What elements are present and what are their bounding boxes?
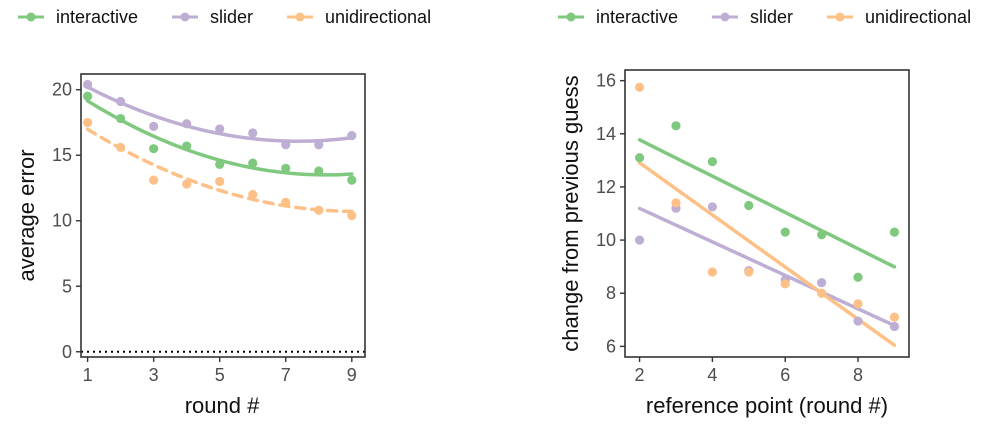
y-tick-label: 10	[596, 230, 616, 250]
point-unidirectional	[634, 82, 645, 92]
legend-marker-unidirectional	[835, 12, 845, 22]
point-unidirectional	[248, 189, 258, 200]
y-tick-label: 0	[62, 342, 72, 362]
legend-label-slider: slider	[210, 7, 253, 27]
y-tick-label: 15	[52, 145, 72, 165]
x-tick-label: 3	[149, 365, 159, 385]
point-interactive	[707, 157, 717, 167]
point-unidirectional	[215, 176, 225, 187]
point-unidirectional	[182, 179, 192, 189]
point-interactive	[744, 200, 754, 211]
point-slider	[314, 140, 324, 150]
chart-2: interactive slider unidirectional 2 4 6 8 6 8 10 1…	[558, 7, 971, 418]
point-unidirectional	[817, 288, 827, 298]
legend: interactive slider unidirectional	[18, 7, 431, 27]
y-tick-label: 12	[596, 177, 616, 197]
point-slider	[83, 79, 93, 90]
x-tick-label: 7	[281, 365, 291, 385]
point-slider	[182, 119, 192, 129]
point-slider	[149, 121, 159, 132]
point-unidirectional	[281, 197, 291, 207]
point-slider	[707, 202, 717, 212]
point-slider	[817, 277, 827, 288]
point-interactive	[149, 144, 159, 154]
point-unidirectional	[314, 205, 324, 215]
point-interactive	[281, 163, 291, 173]
point-interactive	[780, 227, 790, 237]
point-unidirectional	[707, 267, 717, 277]
point-interactive	[634, 153, 645, 163]
fit-line-interactive	[637, 138, 897, 269]
point-slider	[634, 235, 645, 245]
point-unidirectional	[889, 312, 900, 322]
y-tick-label: 5	[62, 276, 72, 296]
legend-label-slider: slider	[750, 7, 793, 27]
point-unidirectional	[83, 117, 93, 128]
point-interactive	[817, 230, 827, 240]
y-tick-label: 14	[596, 124, 616, 144]
point-interactive	[671, 121, 681, 131]
x-axis-title: round #	[185, 393, 260, 418]
point-unidirectional	[347, 210, 357, 221]
point-interactive	[853, 272, 863, 282]
point-interactive	[314, 166, 324, 176]
fit-line-unidirectional	[637, 161, 897, 348]
y-axis-title: average error	[14, 149, 39, 281]
point-unidirectional	[744, 267, 754, 277]
x-tick-label: 9	[347, 365, 357, 385]
y-axis-title: change from previous guess	[558, 75, 583, 351]
legend-label-interactive: interactive	[56, 7, 138, 27]
point-interactive	[889, 227, 900, 237]
point-interactive	[182, 141, 192, 151]
legend-marker-slider	[720, 12, 730, 22]
y-tick-label: 16	[596, 71, 616, 91]
point-unidirectional	[671, 198, 681, 208]
fit-line-slider	[637, 206, 897, 328]
legend-label-unidirectional: unidirectional	[325, 7, 431, 27]
legend-marker-interactive	[26, 12, 36, 22]
x-tick-label: 1	[83, 365, 93, 385]
point-slider	[853, 316, 863, 326]
fit-line-slider	[85, 85, 354, 143]
y-tick-label: 6	[606, 336, 616, 356]
point-interactive	[248, 158, 258, 168]
chart-1: interactive slider unidirectional 1 3 5 7 9 0 5 10…	[14, 7, 431, 418]
point-unidirectional	[149, 175, 159, 185]
y-tick-label: 10	[52, 211, 72, 231]
point-unidirectional	[853, 299, 863, 309]
x-axis-title: reference point (round #)	[646, 393, 888, 418]
point-slider	[215, 124, 225, 134]
point-interactive	[347, 175, 357, 185]
legend-marker-interactive	[566, 12, 576, 22]
point-slider	[281, 140, 291, 150]
legend-marker-unidirectional	[295, 12, 305, 22]
point-unidirectional	[780, 279, 790, 289]
legend-label-interactive: interactive	[596, 7, 678, 27]
x-tick-label: 5	[215, 365, 225, 385]
point-interactive	[116, 113, 126, 124]
plot-frame	[80, 73, 366, 358]
x-tick-label: 8	[853, 365, 863, 385]
plot-frame	[624, 69, 910, 358]
point-interactive	[83, 91, 93, 101]
legend-marker-slider	[180, 12, 190, 22]
point-interactive	[215, 159, 225, 170]
legend-label-unidirectional: unidirectional	[865, 7, 971, 27]
point-slider	[116, 96, 126, 107]
x-tick-label: 6	[780, 365, 790, 385]
point-slider	[347, 130, 357, 141]
point-unidirectional	[116, 142, 126, 152]
legend: interactive slider unidirectional	[558, 7, 971, 27]
point-slider	[248, 128, 258, 138]
x-tick-label: 4	[707, 365, 717, 385]
x-tick-label: 2	[635, 365, 645, 385]
fit-line-unidirectional	[85, 127, 354, 214]
y-tick-label: 8	[606, 283, 616, 303]
point-slider	[889, 321, 900, 332]
y-tick-label: 20	[52, 80, 72, 100]
